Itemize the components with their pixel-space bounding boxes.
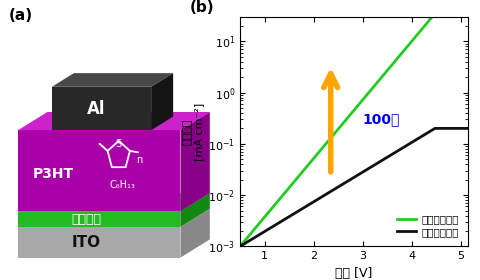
カフェ酸あり xyxy=(409,39,415,43)
Polygon shape xyxy=(151,73,173,130)
Line: カフェ酸あり: カフェ酸あり xyxy=(240,5,468,246)
Text: C₆H₁₃: C₆H₁₃ xyxy=(109,180,135,190)
Polygon shape xyxy=(18,130,180,211)
Polygon shape xyxy=(18,112,210,130)
Text: 100倍: 100倍 xyxy=(362,112,400,126)
カフェ酸なし xyxy=(465,127,471,130)
カフェ酸あり xyxy=(389,63,395,66)
カフェ酸あり xyxy=(237,245,243,248)
カフェ酸なし xyxy=(296,209,301,213)
カフェ酸あり xyxy=(296,175,301,178)
Text: ITO: ITO xyxy=(72,235,101,250)
Y-axis label: 電流密度
[mA cm⁻²]: 電流密度 [mA cm⁻²] xyxy=(182,102,204,161)
カフェ酸あり xyxy=(277,197,283,200)
カフェ酸あり xyxy=(465,4,471,7)
カフェ酸なし xyxy=(277,220,283,224)
カフェ酸あり xyxy=(340,122,346,125)
Text: P3HT: P3HT xyxy=(33,167,74,181)
カフェ酸なし xyxy=(372,163,377,167)
カフェ酸なし xyxy=(237,245,243,248)
Text: カフェ酸: カフェ酸 xyxy=(71,213,101,226)
Text: Al: Al xyxy=(87,100,106,118)
X-axis label: 電圧 [V]: 電圧 [V] xyxy=(336,267,372,280)
カフェ酸なし xyxy=(340,182,346,186)
Polygon shape xyxy=(18,227,180,258)
カフェ酸あり xyxy=(439,4,444,7)
Text: (a): (a) xyxy=(9,8,33,24)
Polygon shape xyxy=(180,193,210,227)
カフェ酸あり xyxy=(372,84,377,87)
Text: n: n xyxy=(136,155,143,165)
Polygon shape xyxy=(52,87,151,130)
Polygon shape xyxy=(180,112,210,211)
Line: カフェ酸なし: カフェ酸なし xyxy=(240,129,468,246)
Polygon shape xyxy=(18,193,210,211)
Polygon shape xyxy=(52,73,173,87)
Polygon shape xyxy=(18,209,210,227)
Text: S: S xyxy=(116,139,122,149)
カフェ酸なし xyxy=(432,127,438,130)
Polygon shape xyxy=(18,211,180,227)
Legend: カフェ酸あり, カフェ酸なし: カフェ酸あり, カフェ酸なし xyxy=(393,210,463,241)
カフェ酸なし xyxy=(409,141,415,144)
カフェ酸なし xyxy=(389,153,395,156)
Polygon shape xyxy=(180,209,210,258)
Text: (b): (b) xyxy=(190,0,215,15)
